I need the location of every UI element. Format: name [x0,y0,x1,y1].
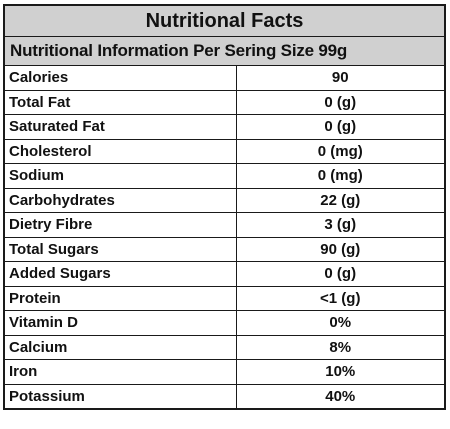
table-row: Potassium 40% [3,383,446,410]
nutrient-label: Calories [3,65,237,91]
table-row: Total Sugars 90 (g) [3,236,446,262]
table-row: Sodium 0 (mg) [3,163,446,189]
nutrient-label: Iron [3,359,237,385]
table-row: Cholesterol 0 (mg) [3,138,446,164]
nutrient-value: 8% [235,334,446,360]
nutrient-label: Vitamin D [3,310,237,336]
nutrition-table-container: Nutritional Facts Nutritional Informatio… [3,4,447,410]
table-row: Protein <1 (g) [3,285,446,311]
nutrient-value: 22 (g) [235,187,446,213]
nutrient-value: 0 (mg) [235,138,446,164]
nutrient-label: Total Sugars [3,236,237,262]
subtitle-row: Nutritional Information Per Sering Size … [3,36,446,66]
nutrient-label: Total Fat [3,89,237,115]
table-row: Calcium 8% [3,334,446,360]
table-row: Carbohydrates 22 (g) [3,187,446,213]
nutrient-value: <1 (g) [235,285,446,311]
nutrient-value: 0 (g) [235,261,446,287]
nutrient-label: Protein [3,285,237,311]
table-subtitle: Nutritional Information Per Sering Size … [3,36,446,66]
nutrient-label: Saturated Fat [3,114,237,140]
nutrient-value: 0 (g) [235,114,446,140]
nutrient-label: Dietry Fibre [3,212,237,238]
nutrient-value: 0 (g) [235,89,446,115]
nutrient-value: 90 (g) [235,236,446,262]
nutrient-label: Carbohydrates [3,187,237,213]
title-row: Nutritional Facts [3,4,446,37]
table-row: Calories 90 [3,65,446,91]
nutrient-value: 90 [235,65,446,91]
table-row: Iron 10% [3,359,446,385]
nutrient-value: 40% [235,383,446,410]
nutrient-value: 0% [235,310,446,336]
nutrient-value: 0 (mg) [235,163,446,189]
nutrition-table: Nutritional Facts Nutritional Informatio… [3,4,447,410]
nutrient-value: 10% [235,359,446,385]
table-row: Added Sugars 0 (g) [3,261,446,287]
nutrient-label: Added Sugars [3,261,237,287]
table-row: Dietry Fibre 3 (g) [3,212,446,238]
table-row: Saturated Fat 0 (g) [3,114,446,140]
table-row: Total Fat 0 (g) [3,89,446,115]
nutrient-label: Cholesterol [3,138,237,164]
nutrient-label: Calcium [3,334,237,360]
table-title: Nutritional Facts [3,4,446,37]
nutrient-label: Sodium [3,163,237,189]
nutrient-label: Potassium [3,383,237,410]
table-row: Vitamin D 0% [3,310,446,336]
nutrient-value: 3 (g) [235,212,446,238]
